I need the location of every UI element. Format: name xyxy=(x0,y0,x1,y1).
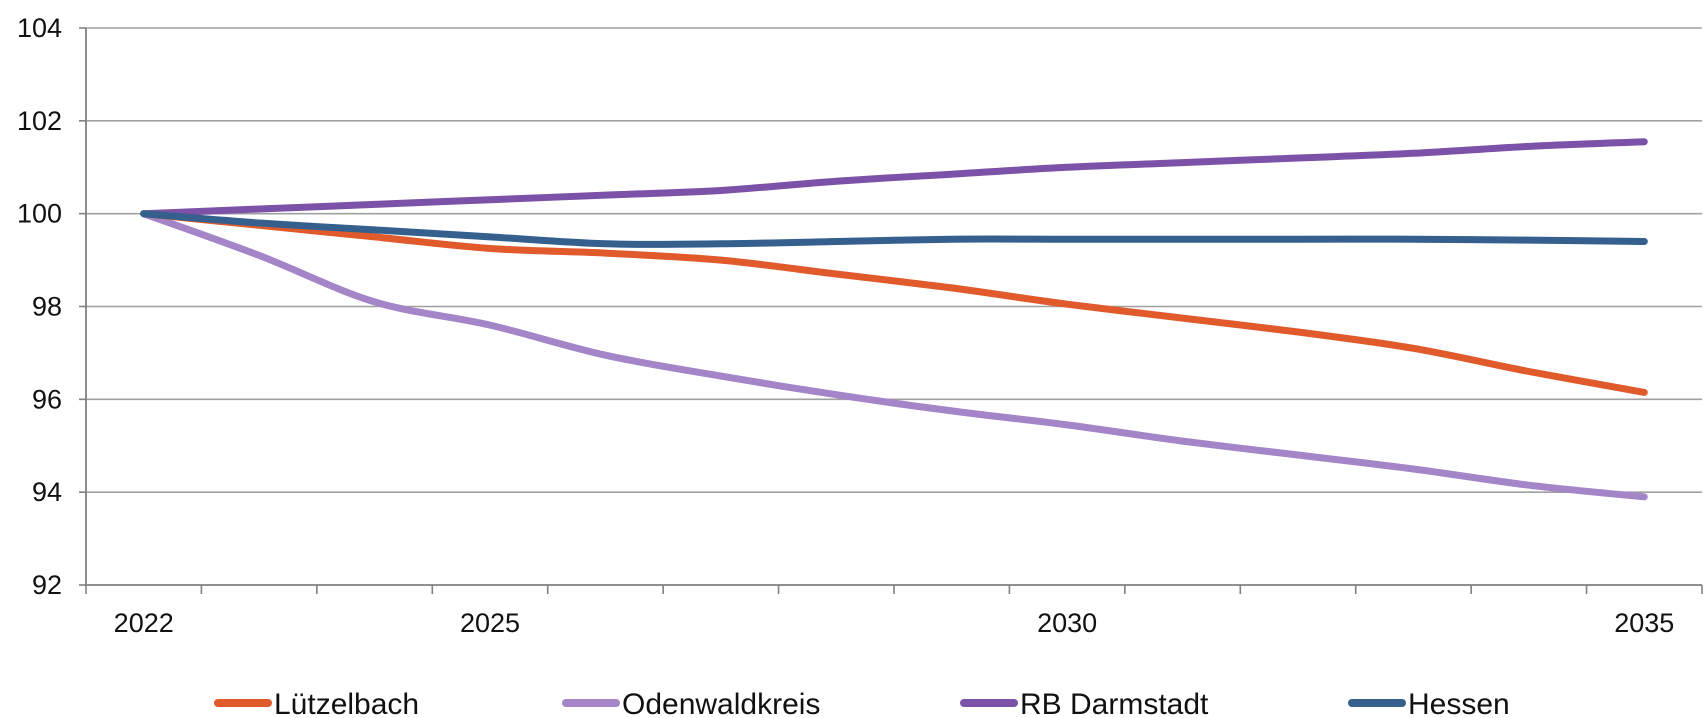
y-axis-tick-labels: 92 94 96 98 100 102 104 xyxy=(17,13,62,600)
y-tick-label: 102 xyxy=(17,106,62,136)
series-line-hessen xyxy=(140,210,1648,248)
x-tick-label: 2022 xyxy=(114,608,174,638)
y-tick-label: 94 xyxy=(32,477,62,507)
y-tick-label: 104 xyxy=(17,13,62,43)
legend-label-odenwaldkreis: Odenwaldkreis xyxy=(622,688,820,718)
x-tick-label: 2035 xyxy=(1614,608,1674,638)
x-tick-label: 2030 xyxy=(1037,608,1097,638)
series-lines xyxy=(140,138,1648,501)
series-line-l-tzelbach xyxy=(140,210,1648,396)
legend-label-rb-darmstadt: RB Darmstadt xyxy=(1020,688,1209,718)
y-tick-label: 100 xyxy=(17,199,62,229)
y-tick-label: 98 xyxy=(32,292,62,322)
gridlines xyxy=(86,27,1702,493)
x-tick-label: 2025 xyxy=(460,608,520,638)
legend-label-hessen: Hessen xyxy=(1408,688,1510,718)
legend: Lützelbach Odenwaldkreis RB Darmstadt Hesse… xyxy=(214,688,1510,718)
series-line-rb-darmstadt xyxy=(140,138,1648,218)
x-axis-tick-labels: 2022 2025 2030 2035 xyxy=(114,608,1675,638)
legend-label-l-tzelbach: Lützelbach xyxy=(274,688,419,718)
y-tick-label: 96 xyxy=(32,384,62,414)
axes xyxy=(79,27,1703,594)
series-line-odenwaldkreis xyxy=(140,210,1648,501)
y-tick-label: 92 xyxy=(32,570,62,600)
